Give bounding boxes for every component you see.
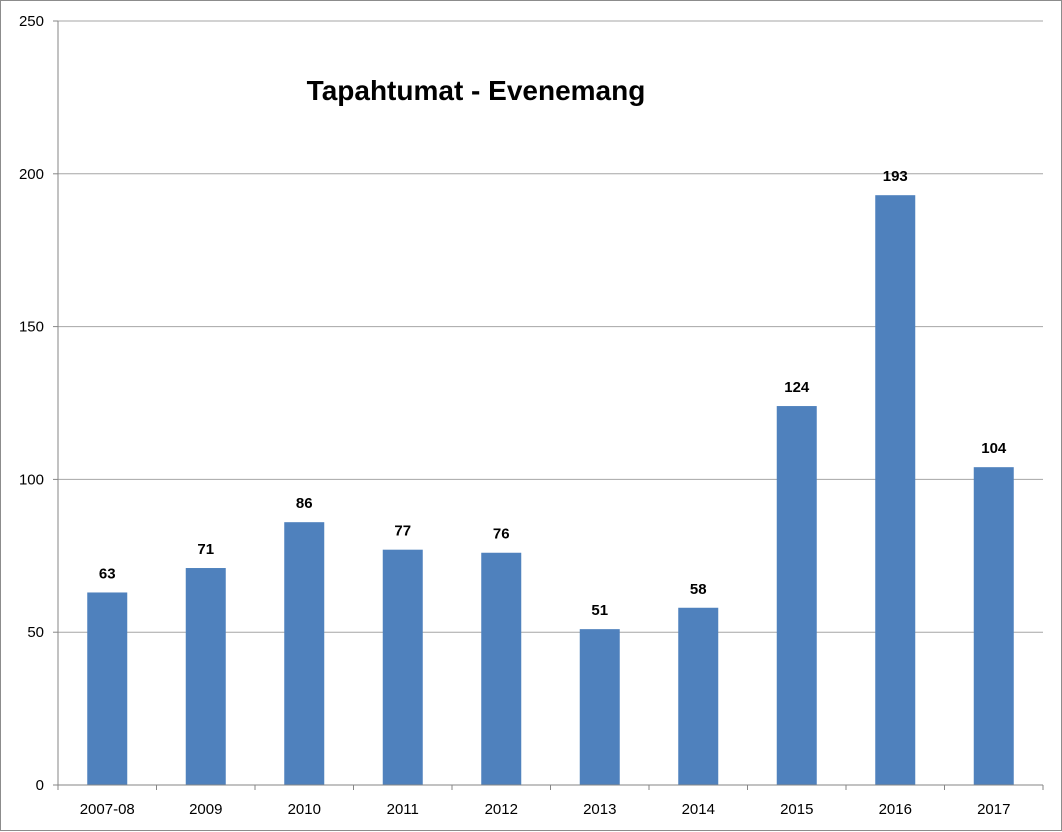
data-label-2011: 77 xyxy=(394,523,411,540)
x-tick-label-2017: 2017 xyxy=(977,801,1010,818)
bar-2010 xyxy=(284,522,325,785)
y-tick-label-50: 50 xyxy=(27,624,44,641)
data-label-2007-08: 63 xyxy=(99,565,116,582)
data-label-2012: 76 xyxy=(493,526,510,543)
bar-2013 xyxy=(579,629,620,785)
y-tick-label-250: 250 xyxy=(19,13,44,30)
data-label-2013: 51 xyxy=(591,602,608,619)
bar-2016 xyxy=(875,195,916,785)
x-tick-label-2012: 2012 xyxy=(485,801,518,818)
data-label-2017: 104 xyxy=(981,440,1007,457)
y-tick-label-200: 200 xyxy=(19,166,44,183)
x-tick-label-2007-08: 2007-08 xyxy=(80,801,135,818)
bar-2017 xyxy=(973,467,1014,785)
x-tick-label-2010: 2010 xyxy=(288,801,321,818)
bar-2014 xyxy=(678,607,719,785)
x-tick-label-2015: 2015 xyxy=(780,801,813,818)
x-tick-label-2014: 2014 xyxy=(682,801,715,818)
data-label-2010: 86 xyxy=(296,495,313,512)
data-label-2014: 58 xyxy=(690,581,707,598)
data-label-2015: 124 xyxy=(784,379,810,396)
bars xyxy=(87,195,1014,785)
x-tick-label-2011: 2011 xyxy=(387,801,419,818)
chart-title: Tapahtumat - Evenemang xyxy=(307,75,646,106)
bar-2007-08 xyxy=(87,592,128,785)
x-tick-label-2013: 2013 xyxy=(583,801,616,818)
x-tick-label-2009: 2009 xyxy=(189,801,222,818)
bar-2009 xyxy=(185,568,226,785)
bar-2012 xyxy=(481,552,522,785)
labels: 0 50 100 150 200 250 63 2007-08 71 2009 86 2010 77 20… xyxy=(19,13,1010,818)
axes xyxy=(53,20,1044,790)
y-tick-label-0: 0 xyxy=(36,777,44,794)
y-tick-label-100: 100 xyxy=(19,471,44,488)
data-label-2016: 193 xyxy=(883,168,908,185)
x-tick-label-2016: 2016 xyxy=(879,801,912,818)
bar-2011 xyxy=(382,549,423,785)
bar-2015 xyxy=(776,406,817,785)
data-label-2009: 71 xyxy=(197,541,214,558)
y-tick-label-150: 150 xyxy=(19,319,44,336)
